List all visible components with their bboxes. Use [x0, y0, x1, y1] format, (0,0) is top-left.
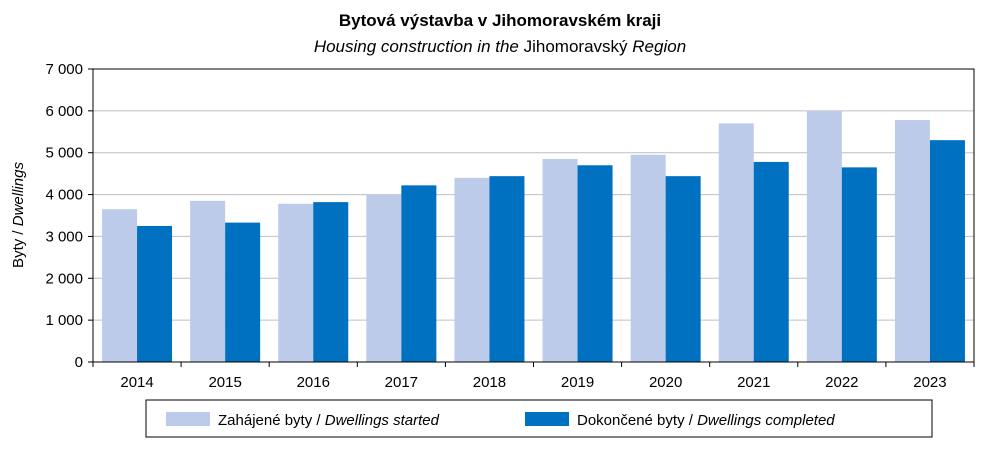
y-tick-label: 7 000	[45, 61, 83, 78]
chart-title: Bytová výstavba v Jihomoravském kraji	[339, 11, 661, 30]
bar-completed-2017	[401, 185, 437, 362]
x-tick-label: 2021	[737, 374, 770, 391]
bar-started-2014	[102, 209, 138, 362]
x-tick-label: 2015	[208, 374, 241, 391]
legend-part: Dokončené byty /	[577, 412, 697, 429]
bar-completed-2019	[577, 165, 613, 362]
subtitle-part: Housing construction in the	[314, 37, 519, 56]
y-tick-label: 2 000	[45, 270, 83, 287]
chart-subtitle: Housing construction in the Jihomoravský…	[314, 37, 686, 56]
x-tick-label: 2016	[297, 374, 330, 391]
bar-started-2022	[806, 110, 842, 362]
bar-started-2019	[542, 158, 578, 362]
bar-started-2018	[454, 177, 490, 362]
x-tick-label: 2014	[120, 374, 153, 391]
subtitle-part: Jihomoravský	[524, 37, 628, 56]
y-tick-label: 4 000	[45, 187, 83, 204]
x-tick-label: 2023	[913, 374, 946, 391]
x-tick-label: 2020	[649, 374, 682, 391]
bar-completed-2022	[841, 167, 877, 362]
y-axis-label: Byty / Dwellings	[10, 162, 27, 268]
bar-started-2017	[366, 194, 402, 362]
bar-started-2016	[278, 203, 314, 362]
y-tick-label: 1 000	[45, 312, 83, 329]
legend-part: Dwellings completed	[697, 412, 835, 429]
bar-started-2020	[630, 154, 666, 362]
legend-label-started: Zahájené byty / Dwellings started	[218, 412, 440, 429]
bar-completed-2015	[225, 222, 261, 362]
bar-completed-2014	[137, 225, 173, 362]
x-tick-label: 2022	[825, 374, 858, 391]
subtitle-part: Region	[632, 37, 686, 56]
bar-started-2023	[894, 120, 930, 363]
bar-completed-2016	[313, 202, 349, 362]
legend-label-completed: Dokončené byty / Dwellings completed	[577, 412, 835, 429]
bar-started-2021	[718, 123, 754, 363]
y-tick-label: 3 000	[45, 228, 83, 245]
bar-completed-2018	[489, 176, 525, 362]
x-tick-label: 2019	[561, 374, 594, 391]
bar-completed-2020	[665, 176, 701, 362]
bar-started-2015	[190, 200, 226, 362]
y-tick-label: 0	[75, 354, 83, 371]
legend-box	[145, 399, 933, 438]
legend-swatch-completed	[525, 412, 569, 426]
ylabel-part: Byty /	[10, 226, 27, 268]
x-tick-label: 2018	[473, 374, 506, 391]
legend-swatch-started	[166, 412, 210, 426]
bar-completed-2023	[929, 140, 965, 362]
ylabel-part: Dwellings	[10, 162, 27, 227]
legend-part: Zahájené byty /	[218, 412, 325, 429]
y-tick-label: 6 000	[45, 103, 83, 120]
bar-completed-2021	[753, 161, 789, 362]
legend-part: Dwellings started	[325, 412, 440, 429]
y-tick-label: 5 000	[45, 145, 83, 162]
x-tick-label: 2017	[385, 374, 418, 391]
plot-area-border	[92, 68, 975, 363]
